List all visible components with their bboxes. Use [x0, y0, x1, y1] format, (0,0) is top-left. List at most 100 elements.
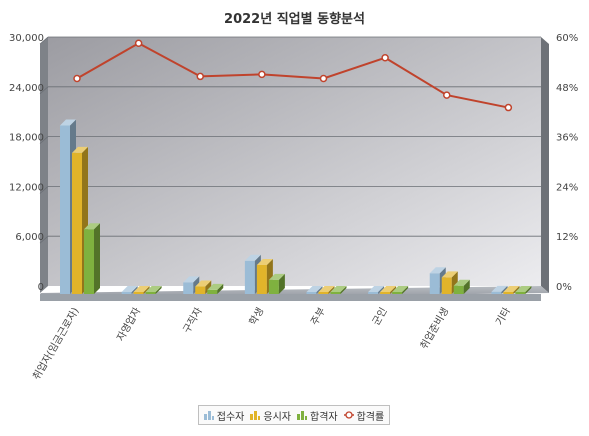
bar-chart-icon [250, 410, 261, 420]
bar-chart-icon [297, 410, 307, 420]
y-right-tick-label: 24% [556, 182, 578, 193]
bar [515, 292, 526, 294]
rate-point [258, 70, 266, 79]
bar [368, 292, 379, 294]
y-left-tick-label: 12,000 [9, 182, 44, 193]
bar-side [193, 276, 200, 294]
legend-item: 합격자 [297, 408, 338, 423]
legend-label: 접수자 [216, 411, 245, 423]
bar [503, 292, 514, 294]
rate-point [504, 103, 513, 112]
bar [392, 292, 403, 294]
bar-side [94, 223, 100, 294]
x-category-label: 구직자 [181, 306, 205, 336]
legend: 접수자 응시자 합격자 합격률 [198, 405, 390, 425]
x-category-label: 자영업자 [114, 305, 144, 343]
bar [84, 229, 94, 294]
bar-top [380, 286, 397, 292]
bar [207, 289, 218, 294]
bar-side [390, 286, 397, 294]
rate-point [134, 39, 143, 47]
y-left-tick-label: 24,000 [9, 83, 44, 94]
bar [195, 286, 206, 294]
bar [306, 292, 317, 294]
bar [244, 260, 255, 294]
x-category-label: 군인 [370, 306, 390, 328]
rate-point [196, 72, 204, 81]
y-right-tick-label: 60% [556, 33, 578, 44]
bar-top [84, 223, 100, 230]
bar-side [143, 286, 150, 294]
bar-top [121, 286, 138, 292]
legend-item: 접수자 [203, 408, 245, 423]
gridline-left-edge [39, 186, 49, 194]
bar [453, 285, 464, 294]
bar-side [328, 286, 335, 294]
bar-chart-icon [203, 410, 214, 420]
bar [133, 292, 144, 294]
bar-side [525, 286, 532, 294]
floor-front [40, 294, 541, 301]
bar-top [72, 146, 88, 153]
bar-top [429, 267, 446, 274]
rate-line [76, 42, 509, 109]
legend-label: 합격자 [310, 411, 338, 423]
rate-point [381, 54, 389, 62]
legend-item: 합격률 [343, 408, 384, 423]
bar-top [515, 286, 532, 292]
x-category-label: 취업준비생 [417, 305, 451, 351]
bar-top [330, 286, 347, 292]
bar-side [316, 286, 323, 294]
bar-top [453, 279, 470, 286]
rate-point [443, 91, 451, 99]
y-right-tick-label: 48% [556, 83, 578, 94]
y-right-tick-label: 12% [556, 232, 578, 243]
bar-side [155, 286, 162, 294]
legend-item: 응시자 [250, 408, 291, 423]
bar-top [491, 285, 508, 292]
bar [145, 292, 156, 294]
bar-side [463, 279, 470, 294]
x-category-label: 학생 [247, 306, 267, 328]
bar [183, 282, 194, 294]
bar-side [513, 286, 520, 294]
bar-top [268, 273, 285, 280]
bar [121, 292, 132, 294]
bar [441, 277, 452, 294]
left-wall [40, 37, 48, 293]
bar-side [278, 273, 285, 294]
bar [330, 292, 341, 294]
y-left-tick-label: 30,000 [9, 33, 44, 44]
x-category-label: 기타 [493, 306, 513, 328]
bar [429, 273, 440, 294]
bar-side [131, 286, 138, 294]
rate-point [319, 74, 328, 83]
bar [60, 125, 70, 294]
bar-top [392, 286, 409, 292]
bar-top [256, 258, 273, 265]
rate-point [73, 74, 81, 83]
bar-top [145, 286, 162, 292]
bar-side [205, 280, 212, 294]
bar-side [217, 283, 224, 294]
y-left-tick-label: 18,000 [9, 133, 44, 144]
bar [268, 279, 279, 294]
bar-side [378, 286, 385, 294]
bar [256, 264, 267, 294]
bar-top [318, 286, 335, 292]
bar [318, 292, 329, 294]
bar-top [244, 254, 261, 261]
bar-side [340, 286, 347, 294]
y-left-tick-label: 0 [38, 282, 44, 293]
y-right-tick-label: 0% [556, 282, 572, 293]
bar-side [402, 286, 409, 294]
gridline-left-edge [39, 136, 49, 144]
gridline-left-edge [39, 36, 49, 45]
y-right-tick-label: 36% [556, 133, 578, 144]
gridline-left-edge [39, 86, 49, 95]
x-category-label: 취업자(임금근로자) [30, 305, 82, 382]
bar-top [207, 283, 224, 290]
legend-label: 응시자 [263, 411, 291, 423]
bar-top [503, 286, 520, 292]
